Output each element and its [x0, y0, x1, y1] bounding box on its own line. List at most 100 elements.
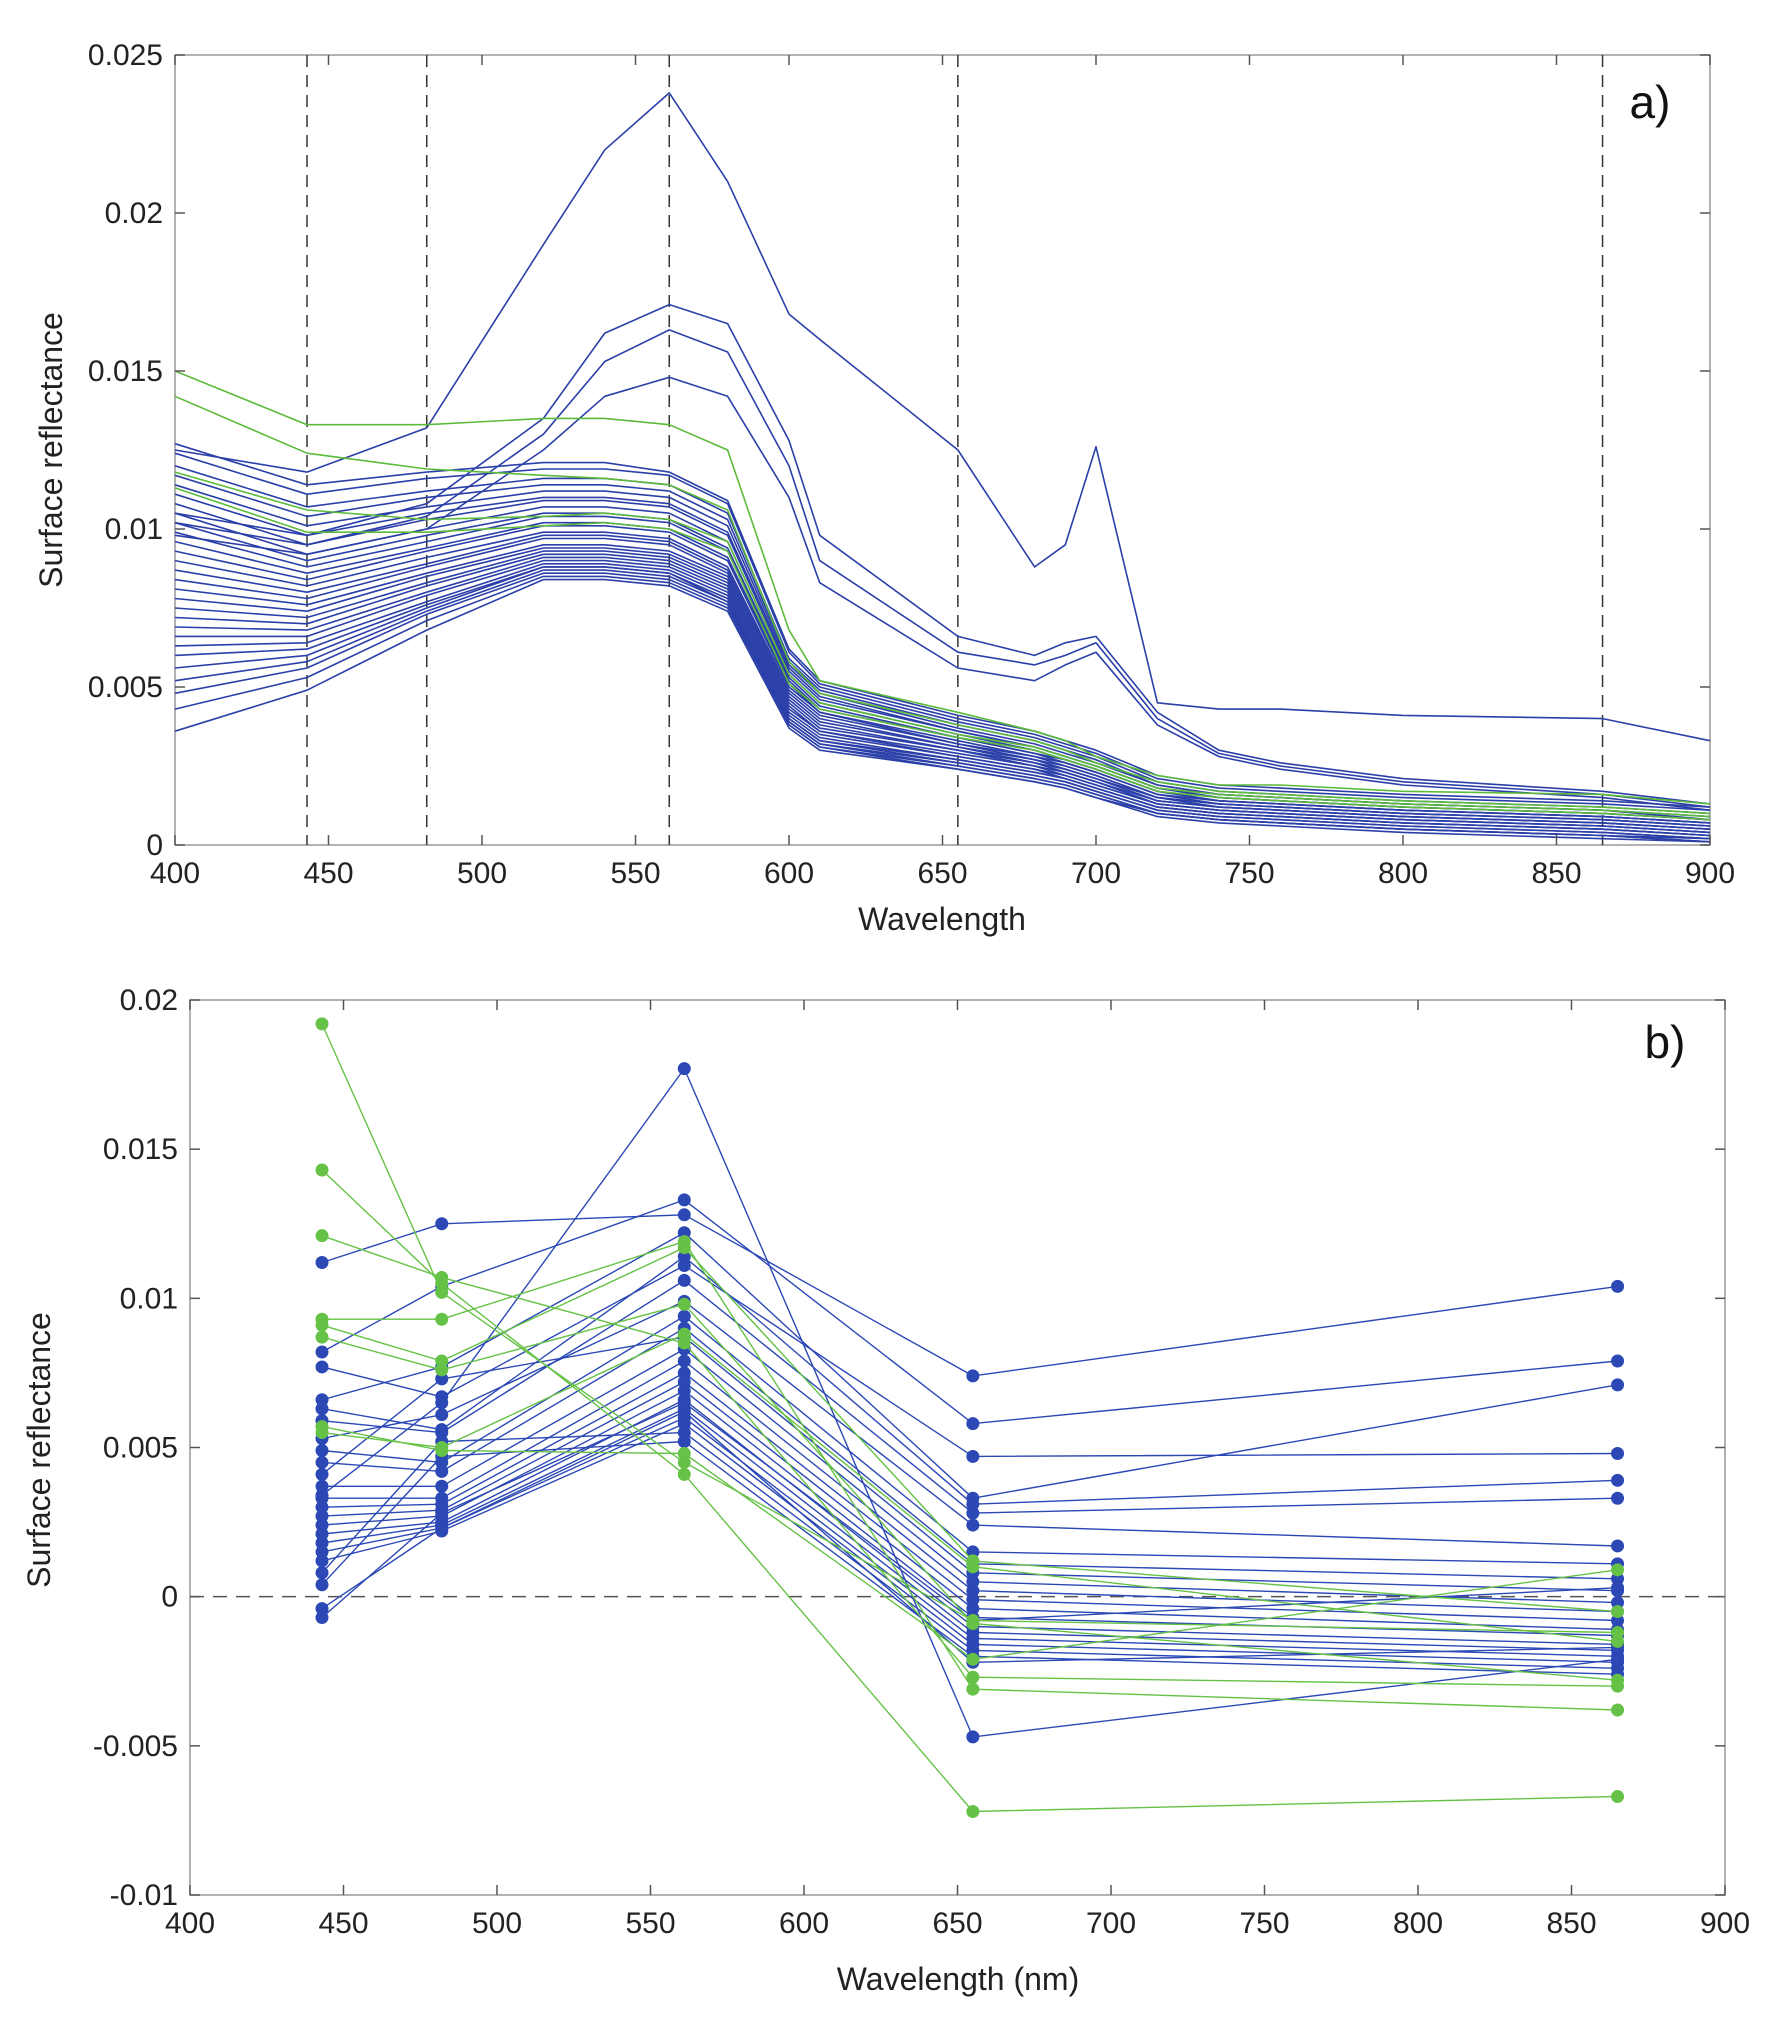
- panel-a-ticks: 400 450 500 550 600 650 700 750 800 850 900 0 0.005 0…: [88, 39, 1735, 890]
- data-point-b-04: [1611, 1446, 1625, 1460]
- series-line-b-01: [174, 442, 1711, 808]
- data-point-g-07: [1611, 1563, 1625, 1577]
- data-point-b-04: [677, 1259, 691, 1273]
- data-point-b-07: [1611, 1491, 1625, 1505]
- data-point-b-14: [1611, 1614, 1625, 1628]
- x-tick-label: 900: [1685, 857, 1735, 890]
- y-tick-label: 0.025: [88, 39, 163, 72]
- y-tick-label: -0.005: [93, 1730, 178, 1763]
- data-point-b-01: [435, 1217, 449, 1231]
- panel-a-ylabel: Surface reflectance: [33, 312, 69, 588]
- data-point-b-01: [966, 1369, 980, 1383]
- x-tick-label: 550: [625, 1907, 675, 1940]
- data-point-g-04: [1611, 1703, 1625, 1717]
- panel-b: 400 450 500 550 600 650 700 750 800 850 900 -0.01 -0…: [21, 984, 1750, 1997]
- x-tick-label: 700: [1071, 857, 1121, 890]
- panel-b-xlabel: Wavelength (nm): [837, 1961, 1079, 1997]
- data-point-g-03: [315, 1229, 329, 1243]
- panel-b-ylabel: Surface reflectance: [21, 1312, 57, 1588]
- x-tick-label: 750: [1239, 1907, 1289, 1940]
- data-point-b-12: [966, 1575, 980, 1589]
- x-tick-label: 400: [165, 1907, 215, 1940]
- data-point-g-02: [1611, 1790, 1625, 1804]
- x-tick-label: 500: [457, 857, 507, 890]
- data-point-g-06: [1611, 1673, 1625, 1687]
- data-point-b-20: [677, 1417, 691, 1431]
- data-point-b-18: [315, 1536, 329, 1550]
- data-point-g-08: [677, 1327, 691, 1341]
- data-point-g-06: [677, 1297, 691, 1311]
- data-point-g-01: [1611, 1625, 1625, 1639]
- data-point-b-08: [435, 1408, 449, 1422]
- data-point-b-14: [315, 1500, 329, 1514]
- data-point-b-12: [1611, 1596, 1625, 1610]
- data-point-b-07: [677, 1273, 691, 1287]
- data-point-g-04: [966, 1682, 980, 1696]
- data-point-b-12: [315, 1479, 329, 1493]
- data-point-b-16: [315, 1518, 329, 1532]
- y-tick-label: 0.01: [105, 513, 163, 546]
- data-point-b-03: [315, 1345, 329, 1359]
- y-tick-label: 0: [161, 1581, 178, 1614]
- data-point-b-07: [966, 1506, 980, 1520]
- panel-a-series: [174, 92, 1711, 843]
- x-tick-label: 850: [1531, 857, 1581, 890]
- data-point-b-14: [677, 1366, 691, 1380]
- data-point-b-02: [677, 1062, 691, 1076]
- data-point-b-13: [677, 1354, 691, 1368]
- data-point-b-21: [315, 1566, 329, 1580]
- y-tick-label: 0.015: [103, 1133, 178, 1166]
- data-point-b-01: [315, 1256, 329, 1270]
- data-point-b-23: [435, 1521, 449, 1535]
- data-point-b-17: [315, 1527, 329, 1541]
- panel-b-series: [315, 1017, 1625, 1818]
- series-line-green-4: [174, 487, 1711, 821]
- data-point-g-03: [677, 1336, 691, 1350]
- data-point-b-08: [966, 1518, 980, 1532]
- data-point-b-10: [315, 1455, 329, 1469]
- data-point-b-01: [677, 1208, 691, 1222]
- data-point-g-08: [966, 1560, 980, 1574]
- data-point-b-24: [435, 1506, 449, 1520]
- data-point-b-13: [966, 1584, 980, 1598]
- data-point-b-16: [677, 1384, 691, 1398]
- data-point-b-13: [315, 1491, 329, 1505]
- data-point-b-15: [315, 1509, 329, 1523]
- panel-b-plot-frame: [189, 999, 1726, 1896]
- data-point-b-04: [966, 1449, 980, 1463]
- x-tick-label: 550: [610, 857, 660, 890]
- data-point-g-01: [315, 1017, 329, 1031]
- series-line-b-22: [174, 562, 1711, 837]
- data-point-g-02: [315, 1163, 329, 1177]
- data-point-g-05: [677, 1241, 691, 1255]
- data-point-g-05: [435, 1354, 449, 1368]
- series-line-b-28: [174, 578, 1711, 843]
- data-point-g-08: [1611, 1634, 1625, 1648]
- panel-a-plot-frame: [174, 54, 1711, 846]
- y-tick-label: 0.02: [105, 197, 163, 230]
- y-tick-label: 0: [146, 829, 163, 862]
- data-point-b-24: [315, 1611, 329, 1625]
- data-point-b-03: [966, 1417, 980, 1431]
- data-point-b-09: [315, 1443, 329, 1457]
- data-point-b-04: [315, 1360, 329, 1374]
- y-tick-label: 0.015: [88, 355, 163, 388]
- data-point-g-06: [966, 1617, 980, 1631]
- series-line-green-1: [174, 370, 1711, 805]
- panel-a: 400 450 500 550 600 650 700 750 800 850 900 0 0.005 0…: [33, 39, 1735, 937]
- data-point-g-06: [315, 1330, 329, 1344]
- x-tick-label: 450: [318, 1907, 368, 1940]
- data-point-b-12: [435, 1479, 449, 1493]
- data-point-g-02: [966, 1804, 980, 1818]
- data-point-b-07: [435, 1426, 449, 1440]
- series-line-peak-016: [174, 329, 1711, 808]
- data-point-b-09: [677, 1309, 691, 1323]
- panel-a-xlabel: Wavelength: [858, 901, 1026, 937]
- series-line-b-24: [174, 566, 1711, 840]
- data-point-b-23: [677, 1405, 691, 1419]
- data-point-b-21: [677, 1426, 691, 1440]
- data-point-g-05: [315, 1318, 329, 1332]
- series-line-bright-high: [174, 92, 1711, 742]
- series-line-b-02: [174, 452, 1711, 811]
- data-point-b-03: [677, 1193, 691, 1207]
